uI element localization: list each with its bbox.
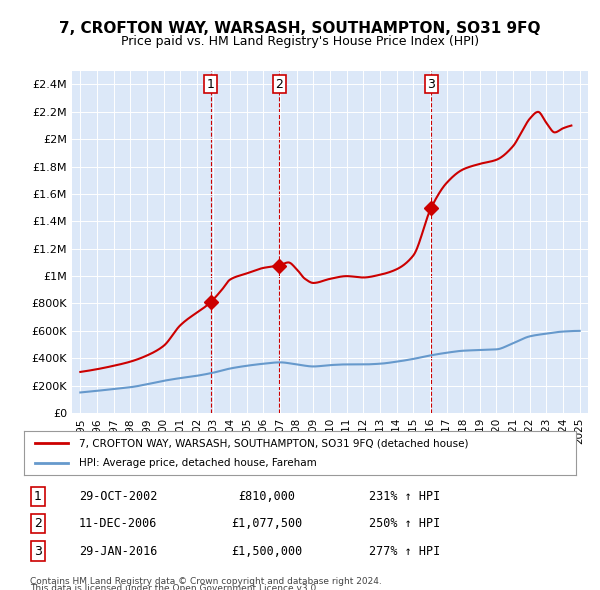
Text: £1,500,000: £1,500,000	[231, 545, 302, 558]
Text: 7, CROFTON WAY, WARSASH, SOUTHAMPTON, SO31 9FQ (detached house): 7, CROFTON WAY, WARSASH, SOUTHAMPTON, SO…	[79, 438, 469, 448]
Text: 7, CROFTON WAY, WARSASH, SOUTHAMPTON, SO31 9FQ: 7, CROFTON WAY, WARSASH, SOUTHAMPTON, SO…	[59, 21, 541, 35]
Text: 2: 2	[275, 78, 283, 91]
Text: 277% ↑ HPI: 277% ↑ HPI	[369, 545, 440, 558]
Text: 3: 3	[427, 78, 435, 91]
Text: 2: 2	[34, 517, 42, 530]
Text: HPI: Average price, detached house, Fareham: HPI: Average price, detached house, Fare…	[79, 458, 317, 467]
Text: 1: 1	[207, 78, 215, 91]
Text: 29-JAN-2016: 29-JAN-2016	[79, 545, 157, 558]
Text: Contains HM Land Registry data © Crown copyright and database right 2024.: Contains HM Land Registry data © Crown c…	[30, 577, 382, 586]
Text: 29-OCT-2002: 29-OCT-2002	[79, 490, 157, 503]
Text: £810,000: £810,000	[238, 490, 295, 503]
Text: £1,077,500: £1,077,500	[231, 517, 302, 530]
Text: 3: 3	[34, 545, 42, 558]
Text: Price paid vs. HM Land Registry's House Price Index (HPI): Price paid vs. HM Land Registry's House …	[121, 35, 479, 48]
Text: 250% ↑ HPI: 250% ↑ HPI	[369, 517, 440, 530]
Text: 1: 1	[34, 490, 42, 503]
Text: 11-DEC-2006: 11-DEC-2006	[79, 517, 157, 530]
Text: 231% ↑ HPI: 231% ↑ HPI	[369, 490, 440, 503]
Text: This data is licensed under the Open Government Licence v3.0.: This data is licensed under the Open Gov…	[30, 584, 319, 590]
